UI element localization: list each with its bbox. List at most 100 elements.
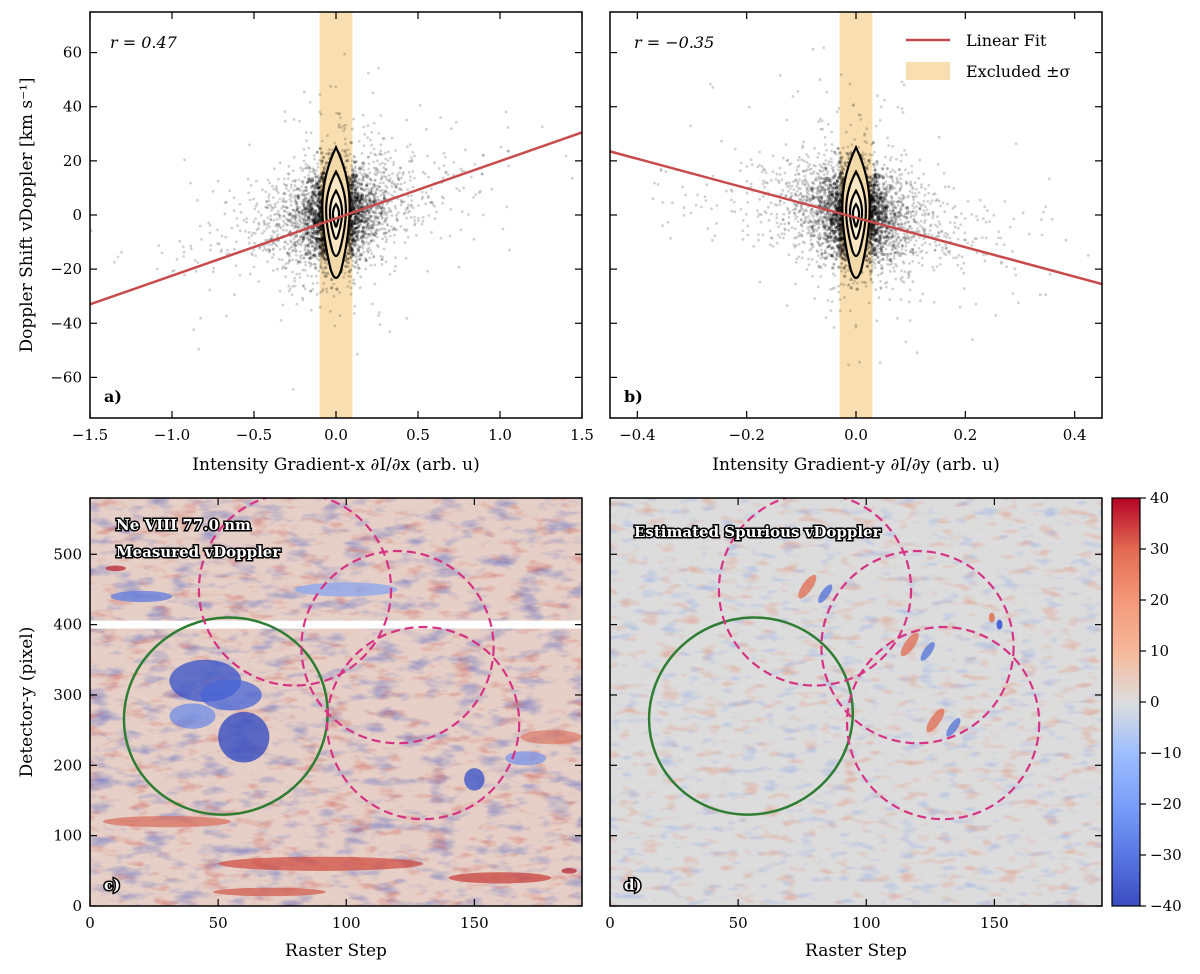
scatter-point bbox=[364, 184, 369, 188]
scatter-point bbox=[819, 248, 823, 252]
scatter-point bbox=[317, 258, 321, 262]
scatter-point bbox=[309, 308, 313, 312]
scatter-point bbox=[315, 169, 318, 172]
scatter-point bbox=[301, 237, 305, 241]
scatter-point bbox=[348, 242, 352, 246]
scatter-point bbox=[390, 214, 394, 217]
scatter-point bbox=[353, 167, 357, 170]
scatter-point bbox=[307, 173, 310, 177]
scatter-point bbox=[384, 157, 388, 161]
scatter-point bbox=[911, 280, 915, 284]
scatter-point bbox=[316, 229, 320, 233]
scatter-point bbox=[382, 206, 386, 209]
scatter-point bbox=[293, 194, 296, 198]
scatter-point bbox=[291, 258, 294, 262]
scatter-point bbox=[367, 71, 370, 75]
scatter-point bbox=[268, 225, 271, 229]
scatter-point bbox=[317, 206, 321, 210]
scatter-point bbox=[208, 224, 212, 227]
scatter-point bbox=[307, 209, 311, 213]
scatter-point bbox=[289, 186, 293, 189]
scatter-point bbox=[293, 209, 296, 213]
scatter-point bbox=[347, 244, 351, 248]
scatter-point bbox=[348, 232, 352, 235]
scatter-point bbox=[302, 193, 306, 197]
scatter-point bbox=[310, 206, 313, 210]
scatter-point bbox=[355, 181, 358, 185]
scatter-point bbox=[920, 185, 923, 189]
scatter-point bbox=[297, 226, 301, 230]
scatter-point bbox=[359, 196, 363, 200]
scatter-point bbox=[378, 185, 381, 189]
scatter-point bbox=[298, 250, 302, 253]
scatter-point bbox=[830, 300, 834, 304]
scatter-point bbox=[309, 289, 312, 293]
scatter-point bbox=[261, 249, 265, 252]
scatter-point bbox=[310, 256, 313, 260]
scatter-point bbox=[894, 277, 897, 281]
scatter-point bbox=[1044, 293, 1048, 297]
scatter-point bbox=[267, 193, 271, 196]
scatter-point bbox=[321, 249, 325, 252]
scatter-point bbox=[362, 125, 366, 129]
scatter-point bbox=[305, 243, 309, 247]
scatter-point bbox=[376, 217, 380, 221]
scatter-point bbox=[257, 223, 261, 227]
scatter-point bbox=[281, 303, 285, 307]
scatter-point bbox=[306, 222, 310, 226]
scatter-point bbox=[315, 292, 319, 296]
scatter-point bbox=[367, 195, 371, 199]
scatter-point bbox=[372, 226, 375, 229]
scatter-point bbox=[345, 159, 349, 163]
scatter-point bbox=[309, 228, 313, 232]
scatter-point bbox=[395, 218, 399, 222]
scatter-point bbox=[313, 253, 316, 257]
scatter-point bbox=[315, 175, 319, 179]
scatter-point bbox=[388, 179, 391, 183]
scatter-point bbox=[295, 207, 299, 211]
axis-a-ytick-label: 60 bbox=[63, 44, 82, 62]
scatter-point bbox=[309, 202, 312, 206]
scatter-point bbox=[375, 229, 379, 233]
scatter-point bbox=[307, 221, 311, 225]
scatter-point bbox=[360, 230, 364, 234]
scatter-point bbox=[266, 206, 270, 210]
scatter-point bbox=[374, 169, 378, 173]
scatter-point bbox=[464, 148, 467, 152]
scatter-point bbox=[348, 256, 351, 260]
scatter-point bbox=[406, 235, 410, 239]
scatter-point bbox=[353, 220, 357, 224]
scatter-point bbox=[362, 234, 365, 238]
scatter-point bbox=[294, 209, 298, 213]
scatter-point bbox=[363, 198, 367, 201]
scatter-point bbox=[813, 297, 816, 300]
scatter-point bbox=[361, 178, 365, 182]
scatter-point bbox=[300, 200, 304, 204]
scatter-point bbox=[319, 112, 323, 116]
scatter-point bbox=[363, 213, 367, 217]
scatter-point bbox=[385, 213, 389, 217]
scatter-point bbox=[427, 175, 431, 179]
scatter-point bbox=[281, 228, 285, 232]
scatter-point bbox=[383, 219, 387, 223]
scatter-point bbox=[358, 213, 362, 217]
scatter-point bbox=[324, 161, 328, 165]
scatter-point bbox=[896, 105, 900, 109]
scatter-point bbox=[383, 197, 386, 201]
scatter-point bbox=[388, 273, 392, 276]
scatter-point bbox=[302, 199, 306, 203]
scatter-point bbox=[387, 210, 390, 214]
scatter-point bbox=[369, 249, 373, 252]
scatter-point bbox=[303, 221, 306, 225]
scatter-point bbox=[384, 175, 388, 179]
scatter-point bbox=[361, 242, 365, 246]
scatter-point bbox=[352, 243, 356, 247]
scatter-point bbox=[360, 203, 364, 207]
scatter-point bbox=[304, 252, 308, 256]
scatter-point bbox=[384, 231, 388, 235]
scatter-point bbox=[823, 153, 826, 157]
scatter-point bbox=[958, 305, 962, 309]
scatter-point bbox=[365, 222, 369, 226]
scatter-point bbox=[369, 191, 373, 194]
scatter-point bbox=[178, 239, 182, 243]
